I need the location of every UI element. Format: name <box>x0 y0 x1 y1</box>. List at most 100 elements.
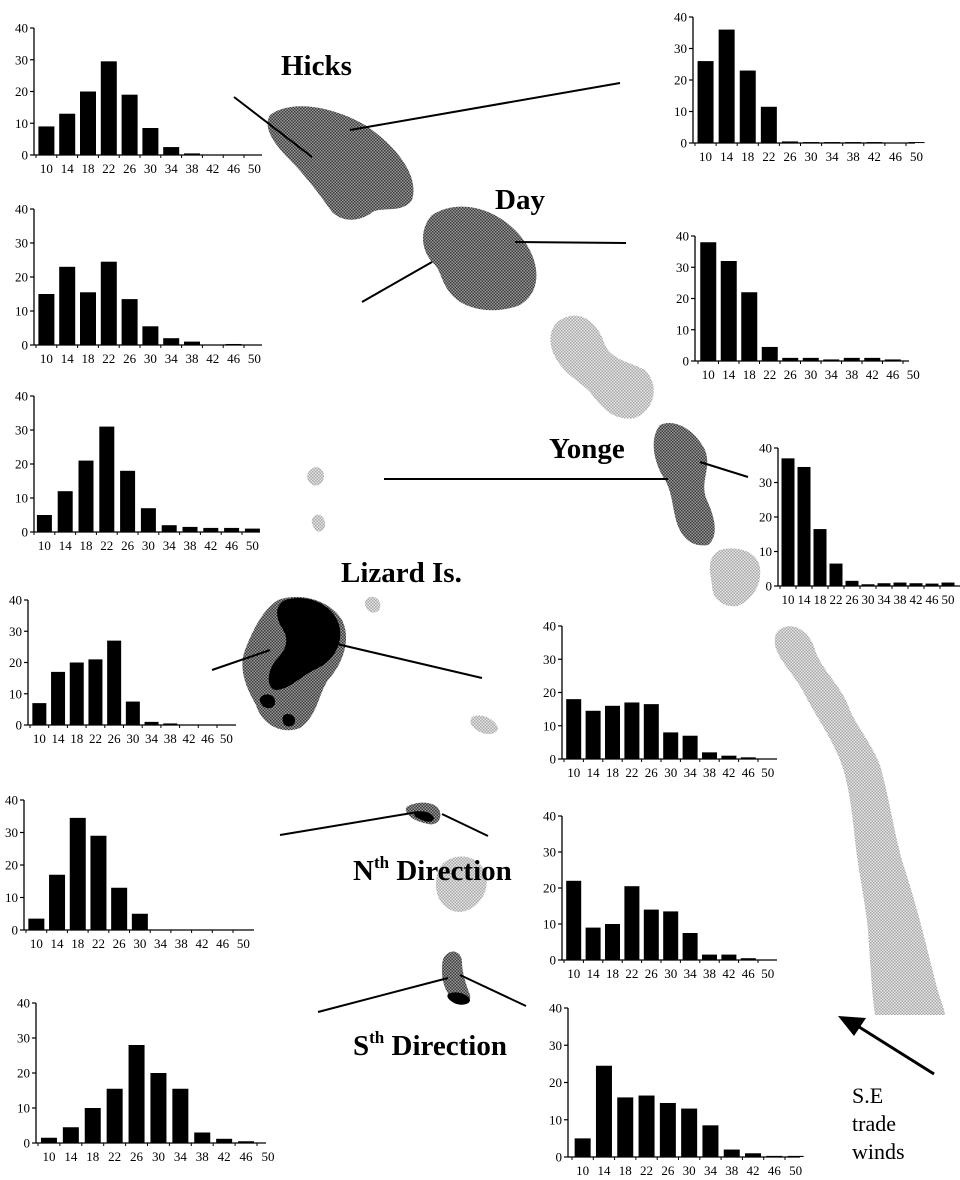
wind-label-line-1: S.E <box>852 1083 884 1108</box>
x-tick-label: 46 <box>926 592 940 607</box>
x-tick-label: 18 <box>619 1163 632 1178</box>
y-tick-label: 0 <box>550 953 557 968</box>
x-tick-label: 46 <box>742 765 756 780</box>
leader-line <box>233 96 313 158</box>
reef-map <box>242 106 945 1015</box>
x-tick-label: 22 <box>762 149 775 164</box>
bar <box>740 958 756 960</box>
x-tick-label: 18 <box>814 592 827 607</box>
bar <box>38 126 55 155</box>
y-tick-label: 0 <box>681 136 688 151</box>
x-tick-label: 38 <box>847 149 860 164</box>
x-tick-label: 46 <box>216 936 230 951</box>
bar <box>106 1088 123 1143</box>
x-tick-label: 46 <box>889 149 903 164</box>
y-tick-label: 30 <box>674 41 687 56</box>
x-tick-label: 30 <box>805 149 818 164</box>
x-tick-label: 46 <box>886 367 900 382</box>
x-tick-label: 38 <box>725 1163 738 1178</box>
x-tick-label: 14 <box>51 936 65 951</box>
histogram-left-5: 0 10 20 30 40 10 14 18 22 26 30 34 38 42 46 50 <box>5 793 254 951</box>
bar <box>150 1073 167 1143</box>
bar <box>225 343 242 345</box>
x-tick-label: 34 <box>684 966 698 981</box>
bar <box>663 911 679 960</box>
bar <box>823 359 840 361</box>
x-tick-label: 10 <box>702 367 715 382</box>
x-tick-label: 26 <box>113 936 127 951</box>
x-tick-label: 14 <box>587 966 601 981</box>
x-tick-label: 14 <box>798 592 812 607</box>
bar <box>216 1138 233 1143</box>
y-tick-label: 0 <box>550 752 557 767</box>
x-tick-label: 26 <box>661 1163 675 1178</box>
leader-line <box>349 82 621 131</box>
x-tick-label: 50 <box>237 936 250 951</box>
x-tick-label: 34 <box>684 765 698 780</box>
x-tick-label: 42 <box>204 538 217 553</box>
bar <box>182 526 198 532</box>
bar <box>172 1088 189 1143</box>
x-tick-label: 30 <box>664 765 677 780</box>
bar <box>59 266 76 345</box>
x-tick-label: 22 <box>102 351 115 366</box>
x-tick-label: 50 <box>910 149 923 164</box>
x-tick-label: 42 <box>868 149 881 164</box>
bar <box>38 294 55 345</box>
x-tick-label: 14 <box>597 1163 611 1178</box>
y-tick-label: 0 <box>766 579 773 594</box>
x-tick-label: 34 <box>825 367 839 382</box>
y-tick-label: 0 <box>22 525 29 540</box>
leader-line <box>699 461 749 478</box>
reef-lizard-spot-2 <box>282 713 296 727</box>
bar <box>184 341 200 345</box>
label-day: Day <box>495 184 545 216</box>
x-tick-label: 42 <box>206 161 219 176</box>
bar <box>720 261 737 361</box>
bar <box>120 470 136 532</box>
bar <box>69 817 86 930</box>
x-tick-label: 42 <box>206 351 219 366</box>
x-tick-label: 14 <box>61 161 75 176</box>
bar <box>781 141 798 143</box>
bar <box>663 732 679 759</box>
bar <box>244 528 260 532</box>
x-tick-label: 50 <box>261 1149 274 1164</box>
x-tick-label: 42 <box>866 367 879 382</box>
x-tick-label: 18 <box>741 149 754 164</box>
x-tick-label: 10 <box>567 966 580 981</box>
x-tick-label: 18 <box>82 161 95 176</box>
wind-label: S.E trade winds <box>852 1082 905 1166</box>
x-tick-label: 50 <box>220 731 233 746</box>
bar <box>80 292 96 345</box>
bar <box>787 1155 804 1157</box>
y-tick-label: 30 <box>5 825 18 840</box>
x-tick-label: 46 <box>201 731 215 746</box>
x-tick-label: 18 <box>70 731 83 746</box>
bar <box>702 954 717 960</box>
y-tick-label: 20 <box>15 84 28 99</box>
bar <box>925 583 939 586</box>
y-tick-label: 30 <box>15 52 28 67</box>
leader-line <box>279 811 419 836</box>
bar <box>781 458 795 586</box>
bar <box>566 699 582 759</box>
x-tick-label: 26 <box>645 765 659 780</box>
reef-islet-2 <box>311 514 326 532</box>
bar <box>163 147 180 155</box>
histogram-right-2: 0 10 20 30 40 10 14 18 22 26 30 34 38 42 46 50 <box>676 229 920 383</box>
y-tick-label: 0 <box>22 148 29 163</box>
y-tick-label: 30 <box>17 1031 30 1046</box>
bar <box>745 1153 762 1157</box>
label-yonge: Yonge <box>549 433 625 465</box>
x-tick-label: 50 <box>789 1163 802 1178</box>
bar <box>32 703 47 725</box>
bar <box>843 357 860 361</box>
bar <box>877 583 891 586</box>
bar <box>884 359 901 361</box>
x-tick-label: 38 <box>164 731 177 746</box>
x-tick-label: 14 <box>722 367 736 382</box>
y-tick-label: 0 <box>556 1150 563 1165</box>
x-tick-label: 22 <box>102 161 115 176</box>
